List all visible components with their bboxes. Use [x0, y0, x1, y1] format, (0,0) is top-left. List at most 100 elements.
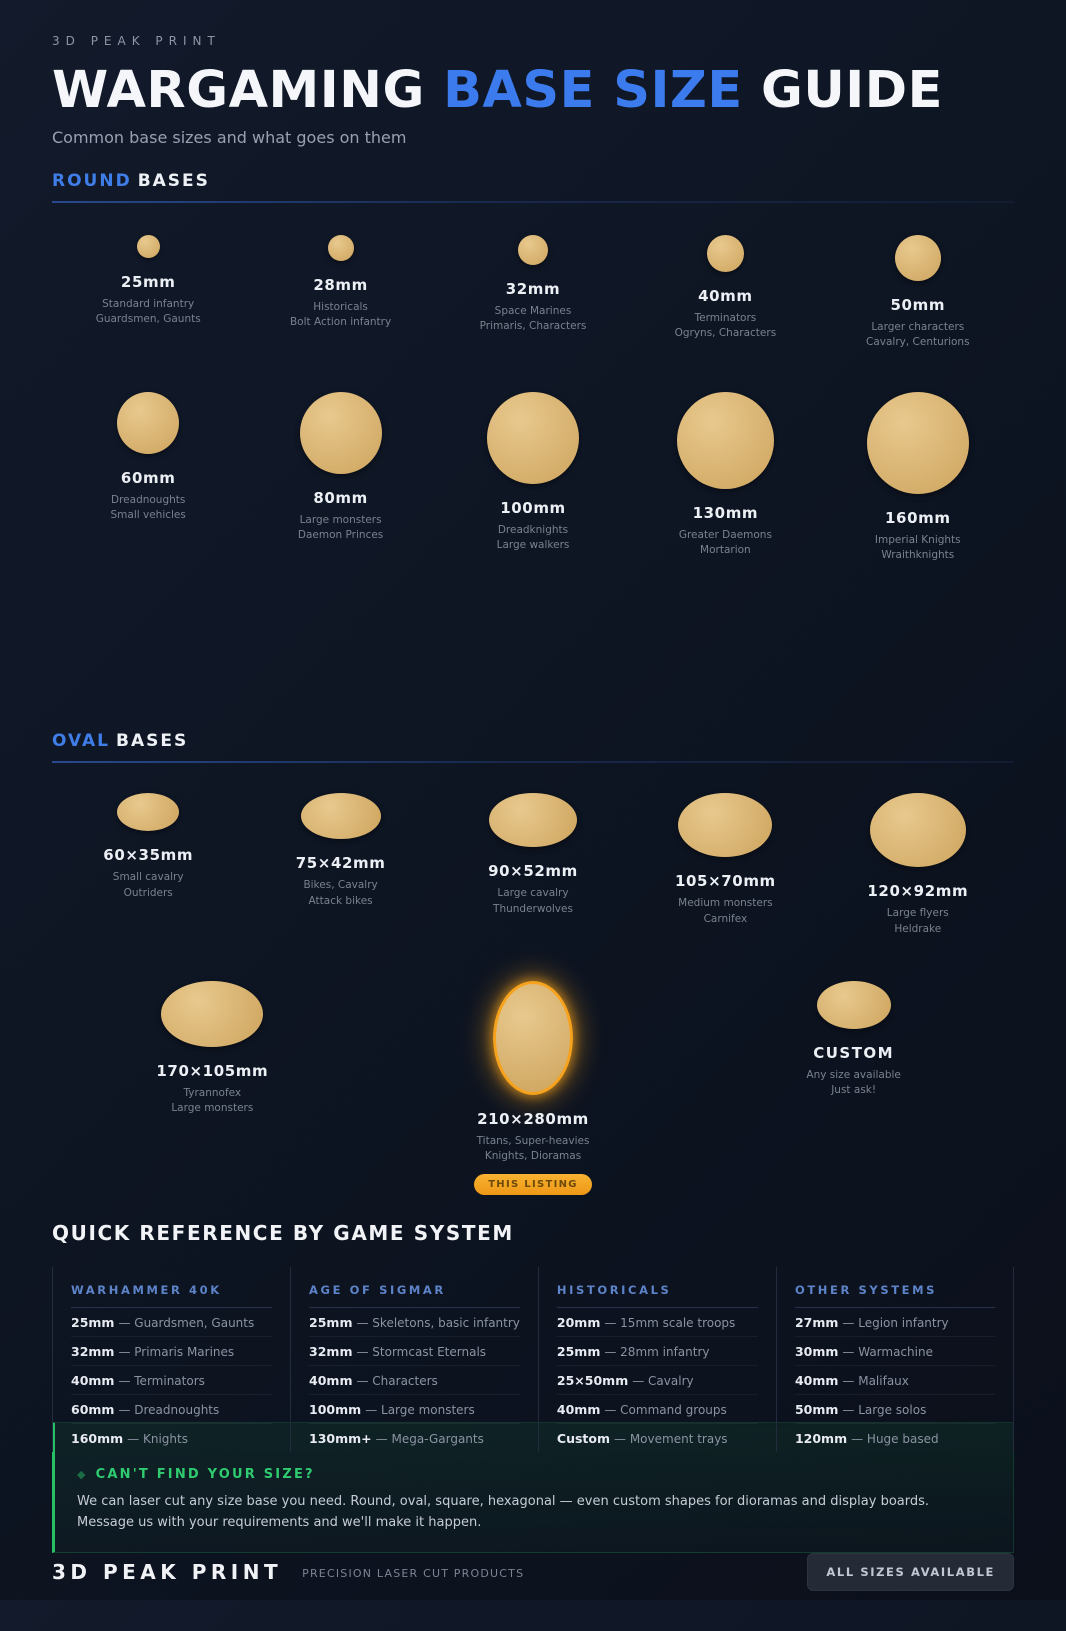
base-item-50mm: 50mm Larger characters Cavalry, Centurion…: [822, 234, 1014, 350]
callout-body-text: We can laser cut any size base you need.…: [77, 1494, 930, 1531]
base-size-label: 80mm: [313, 488, 368, 507]
round-base-swatch: [517, 234, 548, 265]
base-size-label: 120×92mm: [867, 882, 969, 901]
title-accent: BASE SIZE: [443, 61, 743, 120]
section-oval-bases-heading: OVAL BASES: [52, 731, 1014, 764]
reference-table: WARHAMMER 40K 25mm — Guardsmen, Gaunts 32…: [52, 1267, 1014, 1453]
base-desc: Any size available Just ask!: [806, 1068, 901, 1097]
round-base-swatch: [486, 391, 579, 484]
base-size-label: 100mm: [500, 498, 566, 517]
table-row: 25mm — Skeletons, basic infantry: [309, 1308, 520, 1338]
base-desc: Small cavalry Outriders: [112, 871, 184, 899]
table-row: 130mm+ — Mega-Gargants: [309, 1431, 484, 1447]
round-base-swatch: [299, 391, 382, 474]
table-row: 50mm — Large solos: [794, 1395, 995, 1425]
footer: 3D PEAK PRINT PRECISION LASER CUT PRODUC…: [52, 1552, 1014, 1631]
round-base-swatch: [117, 391, 180, 454]
table-row: 160mm — Knights: [71, 1431, 188, 1447]
page-title: WARGAMING BASE SIZE GUIDE: [52, 64, 1014, 118]
reference-column-title: AGE OF SIGMAR: [309, 1283, 520, 1309]
oval-bases-row-1: 60×35mm Small cavalry Outriders 75×42mm B…: [52, 793, 1014, 936]
table-row: 27mm — Legion infantry: [794, 1308, 995, 1338]
base-desc: Dreadknights Large walkers: [496, 523, 570, 552]
base-item-90x52mm: 90×52mm Large cavalry Thunderwolves: [437, 793, 629, 936]
table-row: 40mm — Terminators: [71, 1366, 273, 1396]
table-row: 32mm — Primaris Marines: [71, 1337, 273, 1367]
base-desc: Medium monsters Carnifex: [678, 897, 773, 925]
reference-column-warhammer-40k: WARHAMMER 40K 25mm — Guardsmen, Gaunts 32…: [52, 1267, 290, 1453]
oval-base-swatch: [678, 793, 773, 858]
section-oval-rest: BASES: [116, 731, 189, 752]
table-row: 40mm — Command groups: [556, 1395, 758, 1425]
base-size-label: 130mm: [692, 503, 759, 522]
table-row: Custom — Movement trays: [556, 1431, 728, 1447]
table-row: 25mm — 28mm infantry: [556, 1337, 758, 1367]
base-desc: Dreadnoughts Small vehicles: [110, 493, 186, 522]
table-row: 25×50mm — Cavalry: [556, 1366, 758, 1396]
table-row: 20mm — 15mm scale troops: [556, 1308, 758, 1338]
base-desc: Bikes, Cavalry Attack bikes: [303, 879, 378, 907]
base-item-160mm: 160mm Imperial Knights Wraithknights: [822, 391, 1014, 563]
reference-column-title: HISTORICALS: [556, 1283, 758, 1309]
round-base-swatch: [866, 391, 969, 494]
round-base-swatch: [136, 234, 160, 258]
oval-base-swatch: [488, 793, 577, 848]
oval-base-swatch: [161, 980, 264, 1047]
reference-column-historicals: HISTORICALS 20mm — 15mm scale troops 25mm…: [537, 1267, 776, 1453]
base-item-75x42mm: 75×42mm Bikes, Cavalry Attack bikes: [244, 793, 436, 936]
round-base-swatch: [327, 234, 354, 261]
round-bases-row-2: 60mm Dreadnoughts Small vehicles 80mm Lar…: [52, 391, 1014, 563]
base-size-label: 25mm: [120, 272, 176, 291]
quick-reference-heading: QUICK REFERENCE BY GAME SYSTEM: [52, 1221, 514, 1246]
table-row: 40mm — Characters: [309, 1366, 520, 1396]
reference-column-title: OTHER SYSTEMS: [794, 1283, 995, 1309]
section-round-accent: ROUND: [52, 170, 132, 191]
section-oval-accent: OVAL: [52, 731, 110, 752]
table-row: 32mm — Stormcast Eternals: [309, 1337, 520, 1367]
base-item-170x105mm: 170×105mm Tyrannofex Large monsters: [52, 980, 373, 1195]
page-subtitle: Common base sizes and what goes on them: [52, 127, 407, 147]
oval-base-swatch: [869, 793, 966, 868]
base-size-label: CUSTOM: [813, 1043, 895, 1062]
base-item-130mm: 130mm Greater Daemons Mortarion: [629, 391, 821, 563]
base-size-label: 170×105mm: [156, 1061, 269, 1080]
title-part-1: WARGAMING: [52, 61, 444, 120]
base-desc: Space Marines Primaris, Characters: [479, 304, 587, 332]
base-desc: Large cavalry Thunderwolves: [493, 887, 573, 915]
highlighted-oval-base-swatch: [492, 980, 573, 1095]
table-row: 120mm — Huge based: [794, 1431, 939, 1447]
base-size-label: 90×52mm: [488, 862, 578, 881]
base-item-28mm: 28mm Historicals Bolt Action infantry: [244, 234, 436, 350]
oval-base-swatch: [117, 793, 180, 832]
base-desc: Titans, Super-heavies Knights, Dioramas: [476, 1134, 590, 1163]
table-row: 25mm — Guardsmen, Gaunts: [71, 1308, 273, 1338]
base-item-105x70mm: 105×70mm Medium monsters Carnifex: [629, 793, 821, 936]
base-item-32mm: 32mm Space Marines Primaris, Characters: [437, 234, 629, 350]
table-row: 40mm — Malifaux: [794, 1366, 995, 1396]
title-part-2: GUIDE: [742, 61, 943, 120]
oval-base-swatch: [300, 793, 381, 840]
base-size-label: 50mm: [890, 295, 946, 314]
brand-wordmark: 3D PEAK PRINT: [52, 34, 221, 48]
base-item-25mm: 25mm Standard infantry Guardsmen, Gaunts: [52, 234, 244, 350]
base-desc: Historicals Bolt Action infantry: [289, 300, 392, 328]
table-row: 60mm — Dreadnoughts: [71, 1395, 273, 1425]
base-desc: Greater Daemons Mortarion: [678, 528, 772, 557]
gem-icon: ◆: [77, 1468, 88, 1482]
reference-column-title: WARHAMMER 40K: [71, 1283, 273, 1309]
base-item-80mm: 80mm Large monsters Daemon Princes: [244, 391, 436, 563]
all-sizes-available-button[interactable]: ALL SIZES AVAILABLE: [807, 1552, 1014, 1591]
base-size-label: 160mm: [885, 508, 951, 527]
table-row: 30mm — Warmachine: [794, 1337, 995, 1367]
table-row: 100mm — Large monsters: [309, 1395, 520, 1425]
this-listing-badge: THIS LISTING: [474, 1174, 592, 1196]
oval-bases-row-2: 170×105mm Tyrannofex Large monsters 210×2…: [52, 980, 1014, 1196]
callout-title: ◆ CAN'T FIND YOUR SIZE?: [77, 1467, 987, 1482]
base-desc: Tyrannofex Large monsters: [171, 1086, 254, 1115]
base-item-40mm: 40mm Terminators Ogryns, Characters: [629, 234, 821, 350]
base-item-60x35mm: 60×35mm Small cavalry Outriders: [52, 793, 244, 936]
round-base-swatch: [894, 234, 941, 281]
reference-column-age-of-sigmar: AGE OF SIGMAR 25mm — Skeletons, basic inf…: [290, 1267, 538, 1453]
round-bases-row-1: 25mm Standard infantry Guardsmen, Gaunts …: [52, 234, 1014, 350]
base-size-label: 60×35mm: [103, 846, 194, 865]
